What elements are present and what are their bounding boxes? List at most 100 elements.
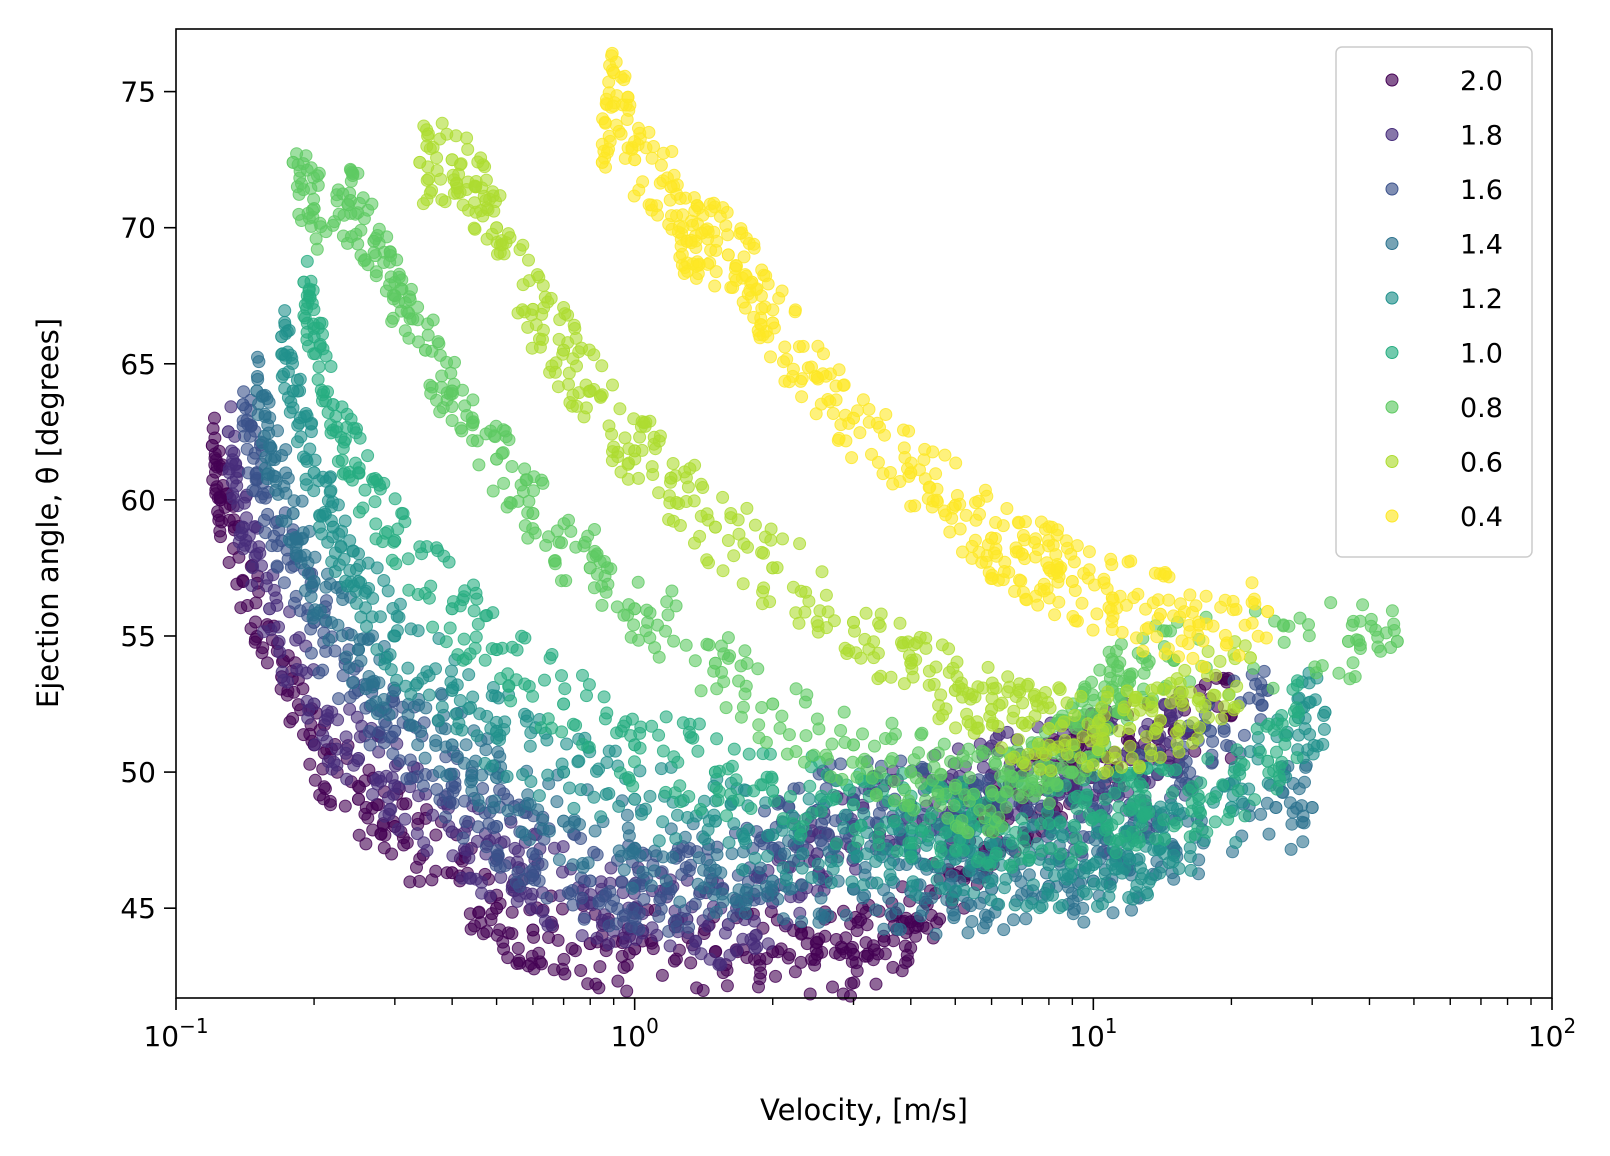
data-point xyxy=(1153,713,1167,727)
data-point xyxy=(294,549,307,563)
data-point xyxy=(390,253,404,267)
data-point xyxy=(1166,786,1179,800)
data-point xyxy=(431,713,445,727)
data-point xyxy=(478,160,492,174)
data-point xyxy=(847,947,860,961)
data-point xyxy=(620,958,634,972)
data-point xyxy=(354,654,368,668)
data-point xyxy=(1172,745,1186,759)
data-point xyxy=(307,330,321,344)
data-point xyxy=(888,814,902,828)
data-point xyxy=(1129,838,1143,852)
data-point xyxy=(883,466,897,479)
data-point xyxy=(1208,815,1222,829)
data-point xyxy=(582,740,596,754)
data-point xyxy=(1194,806,1207,820)
data-point xyxy=(377,693,391,706)
data-point xyxy=(539,538,553,552)
data-point xyxy=(1285,817,1299,831)
data-point xyxy=(906,670,920,684)
data-point xyxy=(548,557,562,571)
data-point xyxy=(522,253,535,267)
data-point xyxy=(213,493,227,507)
data-point xyxy=(369,517,383,531)
data-point xyxy=(1249,677,1263,691)
data-point xyxy=(694,477,708,491)
data-point xyxy=(992,898,1006,911)
data-point xyxy=(595,155,609,169)
data-point xyxy=(1346,656,1360,670)
data-point xyxy=(636,865,650,879)
data-point xyxy=(563,781,576,795)
data-point xyxy=(766,316,780,330)
data-point xyxy=(908,836,922,850)
data-point xyxy=(1016,696,1030,710)
data-point xyxy=(694,802,707,816)
data-point xyxy=(346,676,360,690)
data-point xyxy=(1123,670,1137,684)
data-point xyxy=(628,738,642,752)
data-point xyxy=(1060,696,1074,710)
legend-label: 1.2 xyxy=(1460,284,1503,315)
data-point xyxy=(361,449,375,463)
data-point xyxy=(594,810,608,824)
data-point xyxy=(1275,709,1289,722)
data-point xyxy=(311,373,325,387)
data-point xyxy=(1199,589,1213,603)
data-point xyxy=(361,203,375,217)
data-point xyxy=(492,691,505,705)
data-point xyxy=(1052,595,1066,609)
data-point xyxy=(206,422,220,436)
data-point xyxy=(258,491,272,505)
data-point xyxy=(617,863,631,877)
data-point xyxy=(789,745,803,758)
data-point xyxy=(877,934,891,948)
data-point xyxy=(452,716,466,730)
data-point xyxy=(410,827,424,841)
data-point xyxy=(328,644,342,658)
data-point xyxy=(1130,878,1144,892)
data-point xyxy=(582,678,596,692)
data-point xyxy=(860,762,874,776)
data-point xyxy=(1033,901,1047,915)
data-point xyxy=(720,979,734,993)
data-point xyxy=(648,641,662,655)
data-point xyxy=(313,316,327,330)
data-point xyxy=(602,937,616,951)
data-point xyxy=(628,444,642,458)
data-point xyxy=(949,884,963,898)
data-point xyxy=(734,710,748,724)
data-point xyxy=(922,678,936,692)
data-point xyxy=(335,453,349,467)
data-point xyxy=(526,847,540,861)
data-point xyxy=(457,756,471,770)
data-point xyxy=(857,807,871,821)
data-point xyxy=(502,433,516,447)
data-point xyxy=(1042,858,1056,872)
data-point xyxy=(352,643,365,657)
data-point xyxy=(225,444,239,458)
data-point xyxy=(289,633,303,647)
data-point xyxy=(286,507,300,520)
data-point xyxy=(788,305,802,319)
data-point xyxy=(1003,680,1017,694)
data-point xyxy=(413,155,427,169)
data-point xyxy=(665,209,678,223)
x-axis: 10−1 100 101 102 xyxy=(143,998,1576,1053)
data-point xyxy=(511,941,525,955)
data-point xyxy=(775,284,789,298)
data-point xyxy=(1053,816,1067,830)
legend: 2.01.81.61.41.21.00.80.60.4 xyxy=(1335,46,1533,558)
data-point xyxy=(1053,683,1067,696)
data-point xyxy=(950,756,964,770)
data-point xyxy=(1068,709,1082,722)
data-point xyxy=(307,202,321,216)
data-point xyxy=(1039,686,1052,699)
data-point xyxy=(1293,611,1307,625)
data-point xyxy=(275,665,289,679)
data-point xyxy=(205,439,219,452)
data-point xyxy=(652,834,666,848)
data-point xyxy=(337,552,351,566)
data-point xyxy=(708,279,722,293)
data-point xyxy=(969,496,982,510)
